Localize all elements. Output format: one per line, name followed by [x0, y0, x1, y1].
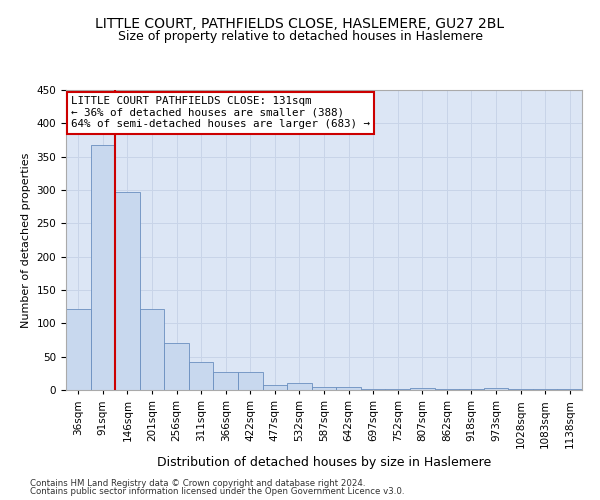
Bar	[238, 372, 263, 390]
Bar	[115, 192, 140, 390]
Bar	[557, 388, 582, 390]
Bar	[189, 362, 214, 390]
Bar	[336, 386, 361, 390]
Bar	[140, 308, 164, 390]
Bar	[263, 384, 287, 390]
Text: Size of property relative to detached houses in Haslemere: Size of property relative to detached ho…	[118, 30, 482, 43]
Text: LITTLE COURT, PATHFIELDS CLOSE, HASLEMERE, GU27 2BL: LITTLE COURT, PATHFIELDS CLOSE, HASLEMER…	[95, 18, 505, 32]
Bar	[66, 308, 91, 390]
Bar	[312, 386, 336, 390]
Y-axis label: Number of detached properties: Number of detached properties	[21, 152, 31, 328]
Bar	[91, 144, 115, 390]
Text: Contains HM Land Registry data © Crown copyright and database right 2024.: Contains HM Land Registry data © Crown c…	[30, 478, 365, 488]
Text: Contains public sector information licensed under the Open Government Licence v3: Contains public sector information licen…	[30, 487, 404, 496]
Bar	[287, 384, 312, 390]
Bar	[484, 388, 508, 390]
Bar	[214, 372, 238, 390]
Bar	[410, 388, 434, 390]
Bar	[164, 342, 189, 390]
Bar	[361, 388, 385, 390]
X-axis label: Distribution of detached houses by size in Haslemere: Distribution of detached houses by size …	[157, 456, 491, 469]
Text: LITTLE COURT PATHFIELDS CLOSE: 131sqm
← 36% of detached houses are smaller (388): LITTLE COURT PATHFIELDS CLOSE: 131sqm ← …	[71, 96, 370, 129]
